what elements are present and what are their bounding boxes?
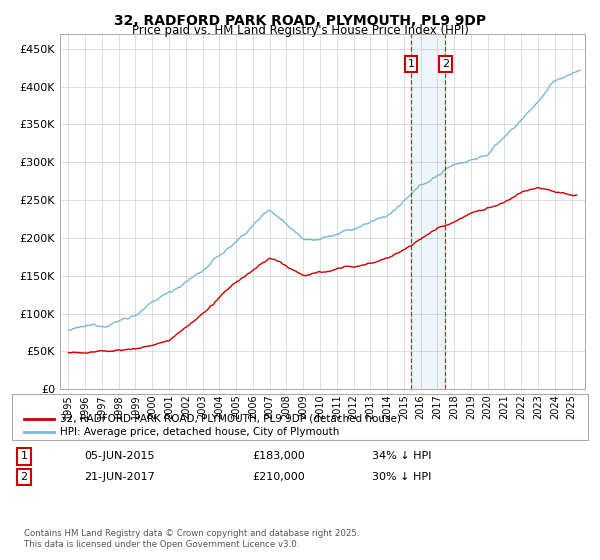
Text: £183,000: £183,000 xyxy=(252,451,305,461)
Text: 2: 2 xyxy=(20,472,28,482)
Text: HPI: Average price, detached house, City of Plymouth: HPI: Average price, detached house, City… xyxy=(60,427,340,437)
Text: 1: 1 xyxy=(20,451,28,461)
Text: 32, RADFORD PARK ROAD, PLYMOUTH, PL9 9DP: 32, RADFORD PARK ROAD, PLYMOUTH, PL9 9DP xyxy=(114,14,486,28)
Text: 2: 2 xyxy=(442,59,449,69)
Text: 32, RADFORD PARK ROAD, PLYMOUTH, PL9 9DP (detached house): 32, RADFORD PARK ROAD, PLYMOUTH, PL9 9DP… xyxy=(60,414,401,424)
Text: 1: 1 xyxy=(407,59,415,69)
Text: 30% ↓ HPI: 30% ↓ HPI xyxy=(372,472,431,482)
Text: 34% ↓ HPI: 34% ↓ HPI xyxy=(372,451,431,461)
Text: 05-JUN-2015: 05-JUN-2015 xyxy=(84,451,155,461)
Text: £210,000: £210,000 xyxy=(252,472,305,482)
Text: Contains HM Land Registry data © Crown copyright and database right 2025.
This d: Contains HM Land Registry data © Crown c… xyxy=(24,529,359,549)
Text: 21-JUN-2017: 21-JUN-2017 xyxy=(84,472,155,482)
Bar xyxy=(411,34,445,389)
Text: Price paid vs. HM Land Registry's House Price Index (HPI): Price paid vs. HM Land Registry's House … xyxy=(131,24,469,37)
